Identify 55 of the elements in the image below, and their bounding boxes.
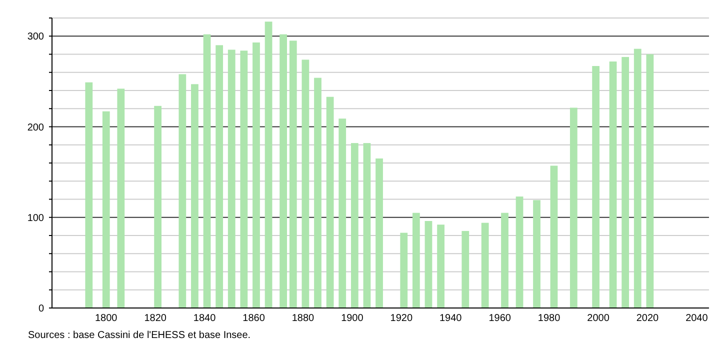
- bar: [646, 54, 654, 308]
- bar: [314, 78, 322, 308]
- y-tick-label: 0: [38, 304, 44, 314]
- x-tick-label: 2020: [636, 313, 660, 324]
- bar: [191, 84, 198, 308]
- x-tick-label: 1940: [440, 313, 462, 324]
- bar: [85, 82, 93, 308]
- bar: [481, 222, 489, 308]
- bar: [117, 88, 125, 308]
- x-tick-label: 1860: [242, 313, 266, 324]
- bar: [501, 212, 508, 308]
- y-tick-label: 100: [27, 212, 44, 224]
- bar: [609, 62, 617, 308]
- bar: [264, 22, 272, 308]
- bar: [622, 56, 630, 308]
- source-note: Sources : base Cassini de l'EHESS et base Insee.: [28, 330, 251, 340]
- bar: [634, 48, 642, 308]
- bar: [240, 50, 248, 308]
- x-tick-label: 1840: [193, 313, 216, 324]
- bar: [216, 45, 224, 308]
- bar: [350, 143, 358, 308]
- x-tick-label: 1980: [538, 313, 561, 324]
- x-tick-label: 1920: [390, 313, 413, 324]
- x-tick-label: 1800: [95, 313, 118, 324]
- bar: [280, 34, 287, 308]
- bar: [154, 106, 162, 308]
- bar: [592, 66, 600, 308]
- bar: [400, 232, 408, 308]
- bar: [203, 34, 211, 308]
- bar: [289, 40, 297, 308]
- bar: [252, 42, 260, 308]
- bar: [550, 166, 558, 308]
- bar: [376, 158, 383, 308]
- bar: [424, 221, 432, 308]
- bar: [437, 224, 444, 308]
- x-tick-label: 1820: [144, 313, 167, 324]
- bar: [228, 50, 236, 308]
- bar: [570, 108, 578, 308]
- bar: [326, 96, 334, 308]
- bar: [533, 200, 540, 308]
- x-tick-label: 1960: [488, 313, 512, 324]
- x-tick-label: 2040: [686, 313, 708, 324]
- bar: [102, 111, 110, 308]
- bar: [462, 230, 470, 308]
- x-tick-label: 1900: [341, 313, 364, 324]
- bar: [338, 118, 346, 308]
- bar: [516, 196, 524, 308]
- x-tick-label: 2000: [587, 313, 610, 324]
- y-tick-label: 300: [27, 32, 44, 43]
- bar: [363, 143, 371, 308]
- bar: [412, 212, 420, 308]
- y-tick-label: 200: [27, 122, 44, 134]
- x-tick-label: 1880: [292, 313, 315, 324]
- bar: [178, 74, 186, 308]
- bar: [302, 60, 310, 308]
